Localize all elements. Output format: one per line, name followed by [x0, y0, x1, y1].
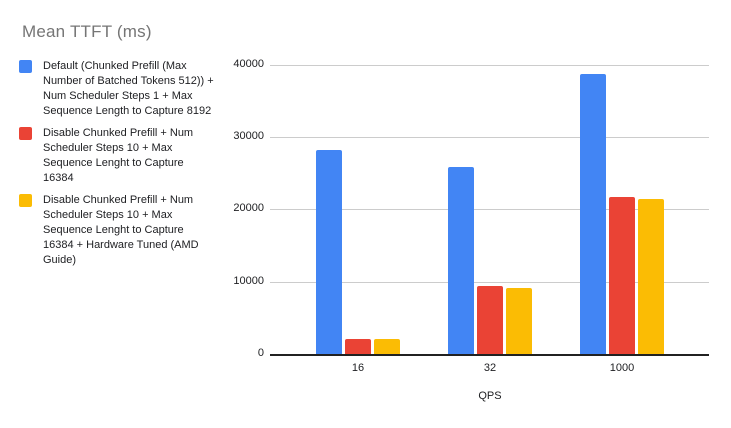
legend-item-default: Default (Chunked Prefill (Max Number of …	[19, 59, 229, 119]
bar-hardware-tuned-qps-1000	[637, 199, 664, 354]
x-tick-1000: 1000	[609, 362, 635, 374]
bar-hardware-tuned-qps-32	[505, 287, 532, 354]
gridline-20000	[270, 209, 709, 210]
gridline-40000	[270, 65, 709, 66]
y-tick-30000: 30000	[233, 130, 264, 142]
bar-default-qps-32	[447, 166, 474, 354]
chart-title: Mean TTFT (ms)	[22, 22, 152, 41]
legend-swatch-red-icon	[19, 127, 32, 140]
bar-default-qps-1000	[579, 73, 606, 354]
legend-item-hardware-tuned: Disable Chunked Prefill + Num Scheduler …	[19, 193, 229, 268]
bar-disable-cp-qps-1000	[608, 196, 635, 354]
y-tick-40000: 40000	[233, 58, 264, 70]
legend-label-hardware-tuned: Disable Chunked Prefill + Num Scheduler …	[43, 194, 199, 266]
legend-label-disable-chunked-prefill: Disable Chunked Prefill + Num Scheduler …	[43, 127, 194, 184]
x-tick-32: 32	[483, 362, 497, 374]
bar-disable-cp-qps-16	[345, 338, 371, 354]
bar-disable-cp-qps-32	[476, 286, 503, 354]
gridline-30000	[270, 137, 709, 138]
x-axis-title: QPS	[478, 390, 502, 402]
legend-swatch-yellow-icon	[19, 194, 32, 207]
legend-swatch-blue-icon	[19, 60, 32, 73]
y-tick-20000: 20000	[233, 202, 264, 214]
x-tick-16: 16	[351, 362, 365, 374]
bar-default-qps-16	[316, 150, 342, 354]
plot-area	[270, 65, 709, 356]
legend: Default (Chunked Prefill (Max Number of …	[19, 59, 229, 275]
legend-item-disable-chunked-prefill: Disable Chunked Prefill + Num Scheduler …	[19, 126, 229, 186]
bar-hardware-tuned-qps-16	[374, 338, 400, 354]
y-tick-10000: 10000	[233, 275, 264, 287]
gridline-10000	[270, 282, 709, 283]
y-tick-0: 0	[257, 347, 264, 359]
legend-label-default: Default (Chunked Prefill (Max Number of …	[43, 60, 214, 117]
